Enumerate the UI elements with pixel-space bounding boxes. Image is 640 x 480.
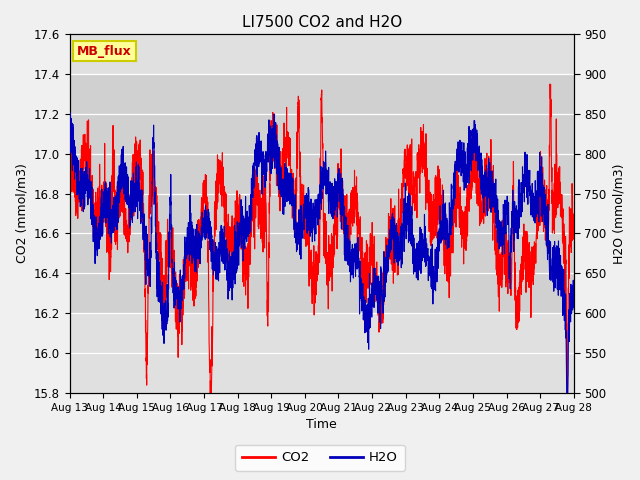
Legend: CO2, H2O: CO2, H2O — [236, 445, 404, 471]
Y-axis label: H2O (mmol/m3): H2O (mmol/m3) — [612, 163, 625, 264]
Y-axis label: CO2 (mmol/m3): CO2 (mmol/m3) — [15, 164, 28, 264]
X-axis label: Time: Time — [307, 419, 337, 432]
Bar — [70, 74, 574, 313]
Text: MB_flux: MB_flux — [77, 45, 132, 58]
Title: LI7500 CO2 and H2O: LI7500 CO2 and H2O — [241, 15, 402, 30]
